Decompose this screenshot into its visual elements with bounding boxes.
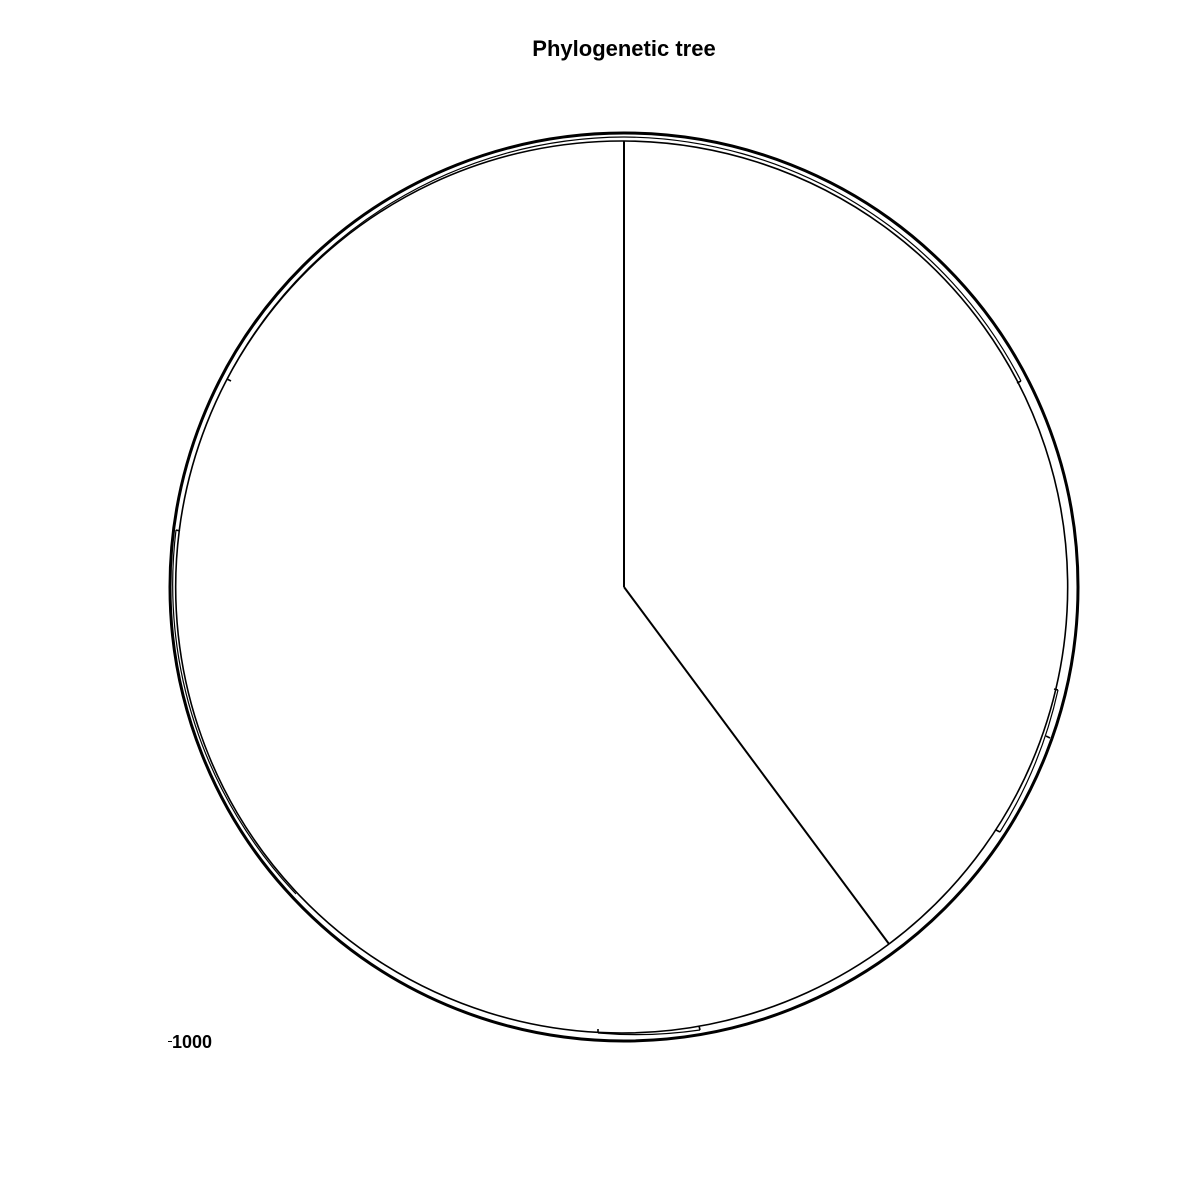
clade-arc-upper-left [226,136,625,380]
clade-arc-right [623,140,1069,945]
radial-tick [698,1025,701,1031]
radial-tick [1053,688,1059,691]
scale-bar-label: 1000 [172,1032,213,1052]
radial-tick [175,529,181,532]
tip-ring-outer [168,131,1080,1043]
clade-arc-left-mid [172,529,297,895]
clade-arc-upper-right [623,136,1022,382]
root-branch-diagonal [623,586,890,945]
radial-tick [1045,735,1051,739]
chart-title: Phylogenetic tree [532,36,716,61]
radial-tick [1016,380,1022,384]
radial-tick [226,378,232,382]
clade-arc-left [174,140,890,1034]
clade-arc-bottom [597,1029,701,1036]
scale-bar [168,1041,172,1042]
radial-tick [995,829,1001,833]
clade-arc-lower-right [999,689,1059,833]
